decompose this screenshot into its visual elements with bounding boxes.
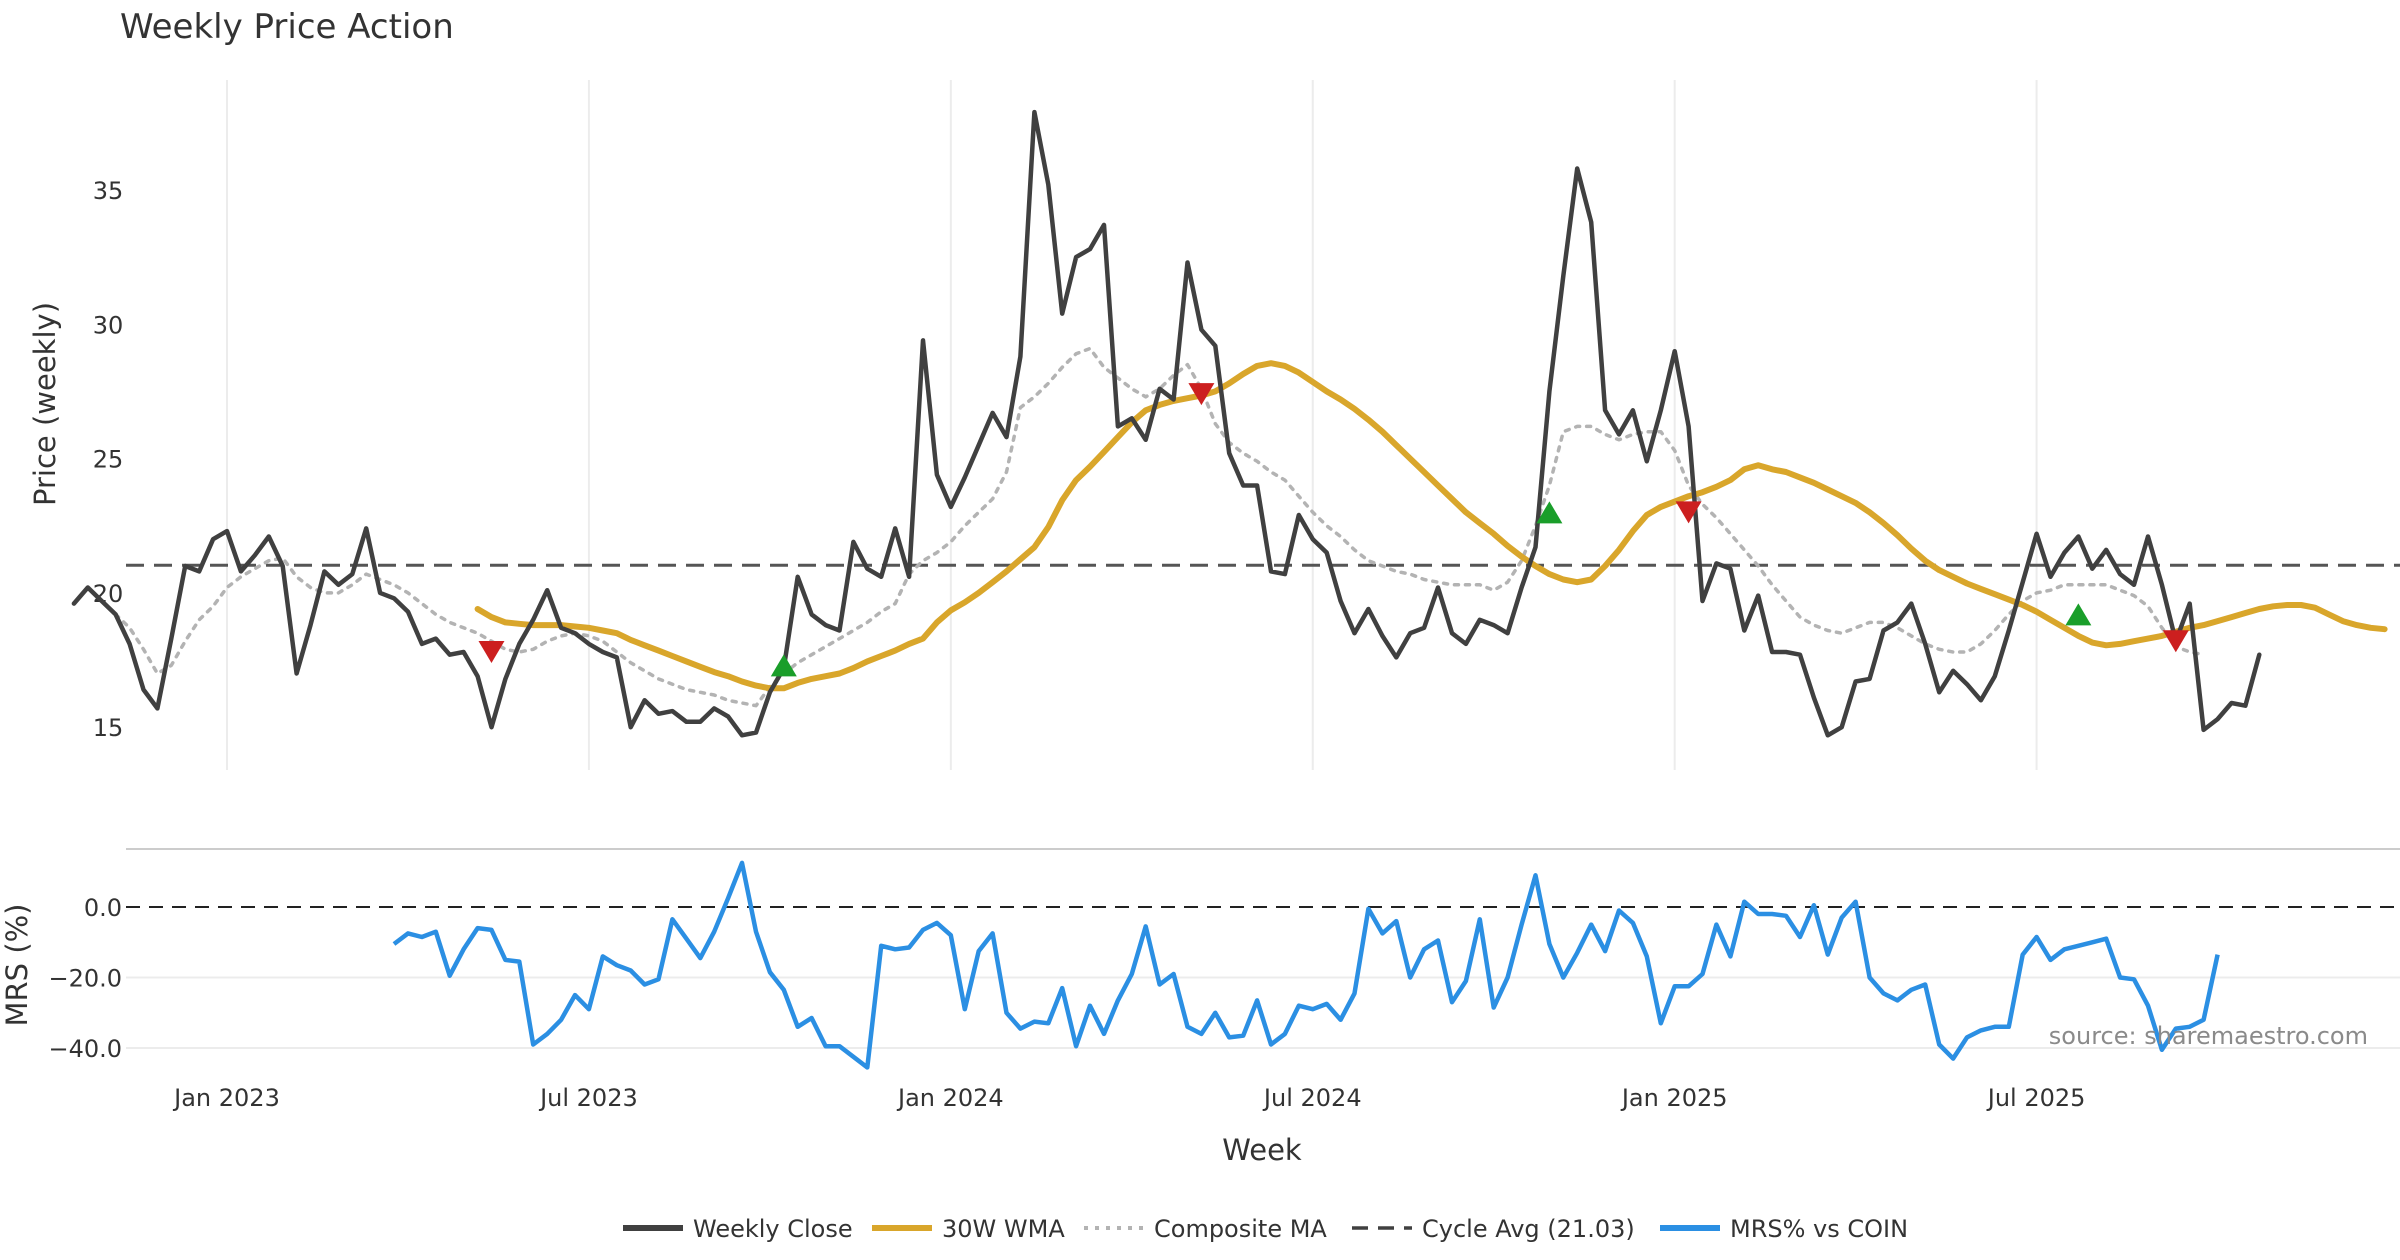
legend-label: Composite MA	[1154, 1215, 1327, 1243]
source-label: source: sharemaestro.com	[2049, 1022, 2368, 1050]
legend-label: MRS% vs COIN	[1730, 1215, 1908, 1243]
sell-signal-marker	[1675, 501, 1702, 524]
chart-title: Weekly Price Action	[120, 7, 454, 47]
legend-label: Weekly Close	[693, 1215, 853, 1243]
main-y-axis-label: Price (weekly)	[28, 302, 62, 506]
weekly-close-line	[71, 109, 2262, 738]
x-tick-label: Jul 2023	[538, 1084, 638, 1112]
main-y-tick-label: 30	[93, 311, 124, 339]
main-y-tick-label: 15	[93, 714, 124, 742]
x-tick-label: Jul 2025	[1986, 1084, 2086, 1112]
main-y-ticks: 15 20 25 30 35	[93, 177, 124, 742]
legend-label: Cycle Avg (21.03)	[1422, 1215, 1635, 1243]
mrs-y-axis-label: MRS (%)	[0, 904, 34, 1027]
30w-wma-line	[474, 360, 2388, 692]
mrs-y-ticks: 0.0 −20.0 −40.0	[48, 894, 122, 1063]
sell-signal-marker	[478, 640, 505, 663]
legend-label: 30W WMA	[942, 1215, 1065, 1243]
mrs-y-tick-label: −40.0	[48, 1035, 122, 1063]
legend: Weekly Close 30W WMA Composite MA Cycle Avg…	[623, 1215, 1908, 1243]
buy-signal-marker	[2065, 603, 2092, 626]
x-axis-label: Week	[1222, 1133, 1302, 1167]
x-tick-label: Jan 2024	[896, 1084, 1004, 1112]
main-y-tick-label: 35	[93, 177, 124, 205]
buy-signal-marker	[1536, 501, 1563, 524]
mrs-series	[392, 860, 2220, 1070]
main-gridlines	[226, 80, 2038, 770]
mrs-gridlines	[126, 976, 2400, 1049]
x-tick-label: Jan 2023	[172, 1084, 280, 1112]
main-series	[71, 109, 2388, 738]
mrs-y-tick-label: −20.0	[48, 965, 122, 993]
main-y-tick-label: 25	[93, 446, 124, 474]
x-tick-label: Jan 2025	[1620, 1084, 1728, 1112]
composite-ma-line	[113, 346, 2206, 708]
sell-signal-marker	[1188, 383, 1215, 406]
buy-signal-marker	[770, 654, 797, 677]
x-tick-labels: Jan 2023 Jul 2023 Jan 2024 Jul 2024 Jan 2025…	[172, 1084, 2085, 1112]
mrs-line	[392, 860, 2220, 1070]
mrs-y-tick-label: 0.0	[84, 894, 122, 922]
sell-signal-marker	[2162, 630, 2189, 653]
main-y-tick-label: 20	[93, 580, 124, 608]
signal-markers	[478, 383, 2189, 677]
x-tick-label: Jul 2024	[1262, 1084, 1362, 1112]
